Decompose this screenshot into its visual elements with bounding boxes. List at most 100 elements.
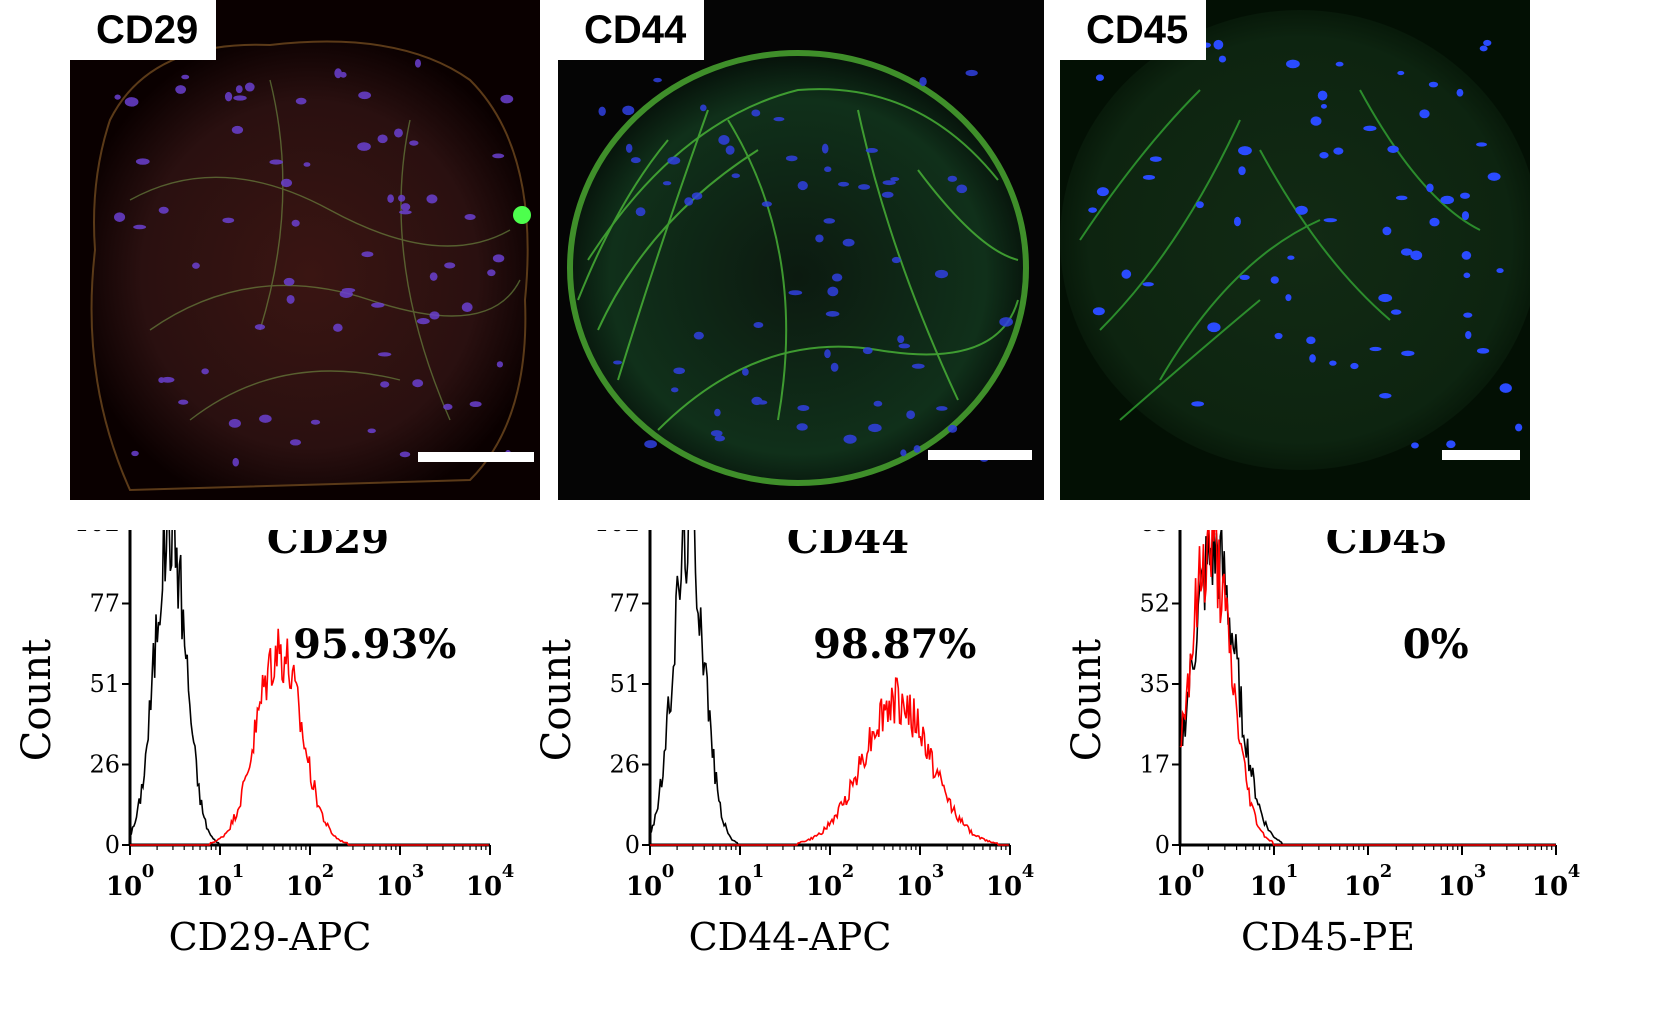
nucleus [906,410,916,420]
nucleus [1369,346,1382,352]
nucleus [1274,332,1283,340]
x-tick-exponent: 1 [232,861,245,882]
y-tick-label: 26 [89,751,120,779]
chart-title: CD44 [787,530,909,563]
nucleus [394,128,403,138]
nucleus [1238,166,1246,176]
histogram-chart: 0265177102100101102103104CD29-APCCountCD… [14,483,515,959]
nucleus [269,159,283,165]
nucleus [630,157,641,164]
nucleus [625,143,633,153]
positive-percentage: 0% [1403,621,1469,668]
nucleus [310,419,321,425]
nucleus [947,175,958,182]
nucleus [1149,156,1162,162]
nucleus [1310,116,1322,126]
y-tick-label: 0 [105,831,120,859]
x-tick-label: 10 [1438,872,1474,902]
nucleus [882,180,896,186]
x-axis-label: CD45-PE [1241,915,1415,959]
nucleus [934,269,949,279]
x-tick-label: 10 [716,872,752,902]
histogram-series-marker [650,677,1009,846]
x-tick-exponent: 4 [502,861,515,882]
nucleus [911,363,925,369]
nucleus [919,76,927,87]
nucleus [1446,440,1456,449]
nucleus [358,91,372,100]
nucleus [235,85,243,94]
nucleus [135,158,150,165]
nucleus [1142,282,1154,287]
nucleus [114,212,126,222]
nucleus [224,91,233,102]
x-tick-exponent: 0 [662,861,675,882]
x-axis-label: CD29-APC [169,915,372,959]
nucleus [380,381,390,388]
nucleus [788,290,803,296]
x-tick-exponent: 3 [1474,861,1487,882]
x-tick-label: 10 [806,872,842,902]
nucleus [897,335,905,344]
histogram-cd29: 0265177102100101102103104CD29-APCCountCD… [0,483,520,1004]
x-tick-label: 10 [286,872,322,902]
nucleus [399,451,411,458]
nucleus [714,435,726,442]
nucleus [1088,207,1097,213]
nucleus [175,85,187,94]
nucleus [797,181,808,191]
nucleus [487,269,496,277]
nucleus [1515,423,1523,432]
nucleus [718,135,730,145]
x-tick-exponent: 4 [1022,861,1035,882]
histogram-series-control [1179,517,1556,846]
scale-bar [418,452,534,462]
nucleus [598,106,606,117]
nucleus [890,176,900,182]
nucleus [178,399,189,405]
nucleus [1465,330,1472,340]
nucleus [1487,172,1501,181]
x-tick-label: 10 [896,872,932,902]
nucleus [464,213,476,221]
nucleus [1350,362,1359,370]
nucleus [873,400,883,407]
nucleus [662,181,672,186]
x-tick-exponent: 2 [1380,861,1393,882]
nucleus [461,302,473,313]
nucleus [1320,103,1327,109]
histogram-series-marker [1179,508,1556,846]
nucleus [613,360,623,365]
nucleus [1317,90,1328,101]
nucleus [181,74,190,80]
y-tick-label: 51 [89,670,120,698]
nucleus [1426,183,1434,193]
y-tick-label: 102 [74,530,120,537]
y-tick-label: 51 [609,670,640,698]
micrograph-image [70,0,540,500]
nucleus [815,234,824,243]
x-tick-exponent: 0 [142,861,155,882]
nucleus [333,323,343,332]
positive-percentage: 95.93% [293,621,456,668]
x-tick-exponent: 4 [1568,861,1581,882]
micrograph-image [1060,0,1530,500]
nucleus [377,134,388,144]
nucleus [409,140,419,146]
histogram-cd45: 017355269100101102103104CD45-PECountCD45… [1050,508,1666,1004]
y-tick-label: 26 [609,751,640,779]
nucleus [414,59,421,68]
nucleus [891,256,901,264]
nucleus [492,254,505,263]
nucleus [1095,74,1104,82]
nucleus [1400,248,1413,256]
nucleus [289,439,302,446]
nucleus [999,317,1013,327]
scale-bar [928,450,1032,460]
nucleus [824,166,832,173]
x-tick-label: 10 [196,872,232,902]
x-tick-label: 10 [376,872,412,902]
x-tick-label: 10 [1156,872,1192,902]
nucleus [1213,39,1224,50]
nucleus [827,286,839,297]
